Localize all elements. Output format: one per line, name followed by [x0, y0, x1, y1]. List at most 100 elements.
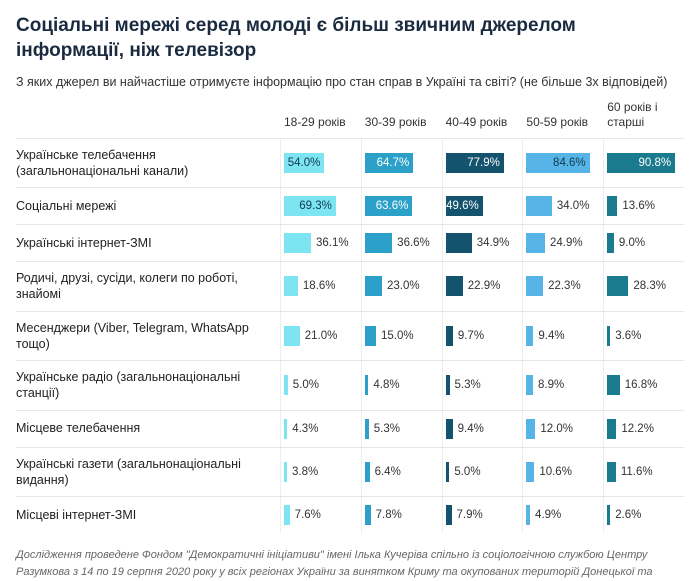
- value-bar: [445, 375, 450, 396]
- value-bar: [284, 418, 288, 439]
- value-label: 12.2%: [621, 422, 654, 435]
- bar-cell: 5.0%: [441, 447, 523, 496]
- value-label: 84.6%: [553, 156, 586, 169]
- table-row: Місцеве телебачення 4.3% 5.3% 9.4% 12.0% 12.2…: [16, 409, 684, 447]
- value-bar: [284, 276, 298, 297]
- value-bar: [284, 233, 311, 253]
- value-bar: [284, 325, 300, 346]
- bar-cell: 5.3%: [360, 410, 442, 447]
- value-bar: [526, 325, 534, 346]
- value-label: 34.0%: [556, 200, 590, 212]
- value-bar: 64.7%: [364, 152, 414, 173]
- value-label: 9.4%: [457, 422, 484, 435]
- bar-cell: 54.0%: [280, 138, 361, 187]
- bar-cell: 4.3%: [280, 410, 361, 447]
- value-label: 34.9%: [476, 237, 510, 249]
- bar-cell: 16.8%: [603, 361, 684, 410]
- bar-cell: 84.6%: [522, 138, 603, 187]
- value-bar: [364, 375, 369, 396]
- value-bar: [364, 461, 370, 482]
- value-bar: [526, 196, 552, 216]
- value-label: 28.3%: [633, 280, 666, 293]
- value-label: 3.8%: [292, 465, 319, 478]
- value-bar: [607, 233, 614, 253]
- value-bar: [364, 325, 377, 346]
- value-bar: [526, 375, 534, 396]
- bar-cell: 49.6%: [441, 188, 523, 224]
- value-bar: [445, 418, 453, 439]
- value-bar: 77.9%: [445, 152, 504, 173]
- bar-cell: 12.2%: [603, 410, 684, 447]
- value-label: 13.6%: [622, 200, 655, 212]
- table-row: Месенджери (Viber, Telegram, WhatsApp то…: [16, 310, 684, 360]
- value-label: 22.3%: [548, 280, 581, 293]
- value-label: 9.4%: [538, 329, 565, 342]
- bar-cell: 8.9%: [522, 361, 603, 410]
- bar-table: 18-29 років 30-39 років 40-49 років 50-59 р…: [16, 98, 684, 533]
- bar-cell: 21.0%: [280, 311, 361, 360]
- value-bar: [364, 276, 382, 297]
- value-label: 2.6%: [615, 509, 642, 521]
- bar-cell: 7.9%: [441, 497, 523, 533]
- value-bar: 84.6%: [526, 152, 590, 173]
- bar-cell: 18.6%: [280, 262, 361, 311]
- column-header: 60 років і старші: [607, 99, 658, 129]
- bar-cell: 7.6%: [280, 497, 361, 533]
- bar-cell: 5.0%: [280, 361, 361, 410]
- value-bar: [284, 375, 288, 396]
- bar-cell: 9.4%: [522, 311, 603, 360]
- value-label: 64.7%: [376, 156, 410, 169]
- value-bar: [607, 418, 617, 439]
- bar-cell: 28.3%: [603, 262, 684, 311]
- table-row: Українські інтернет-ЗМІ 36.1% 36.6% 34.9% 24…: [16, 224, 684, 261]
- row-label: Українське радіо (загальнонаціональні ст…: [16, 370, 241, 401]
- bar-cell: 3.8%: [280, 447, 361, 496]
- column-header: 18-29 років: [284, 114, 346, 129]
- value-label: 11.6%: [620, 465, 653, 478]
- bar-cell: 11.6%: [603, 447, 684, 496]
- value-label: 5.3%: [454, 379, 481, 392]
- value-label: 18.6%: [302, 280, 336, 293]
- chart-title: Соціальні мережі серед молоді є більш зв…: [16, 15, 576, 61]
- bar-cell: 10.6%: [522, 447, 603, 496]
- bar-cell: 3.6%: [603, 311, 684, 360]
- bar-cell: 12.0%: [522, 410, 603, 447]
- value-label: 23.0%: [387, 280, 420, 293]
- value-label: 9.0%: [618, 237, 646, 249]
- value-label: 9.7%: [457, 329, 485, 342]
- bar-cell: 5.3%: [441, 361, 523, 410]
- value-bar: [445, 461, 450, 482]
- bar-cell: 15.0%: [360, 311, 442, 360]
- row-label: Месенджери (Viber, Telegram, WhatsApp то…: [16, 320, 249, 351]
- table-row: Українські газети (загальнонаціональні в…: [16, 446, 684, 496]
- value-label: 5.3%: [373, 422, 400, 435]
- value-label: 21.0%: [304, 329, 338, 342]
- value-bar: [607, 276, 629, 297]
- value-bar: [607, 461, 616, 482]
- row-label: Соціальні мережі: [16, 198, 117, 213]
- value-bar: [445, 325, 453, 346]
- value-label: 7.6%: [294, 509, 321, 521]
- value-label: 16.8%: [624, 379, 658, 392]
- bar-cell: 9.0%: [603, 225, 684, 261]
- bar-cell: 13.6%: [603, 188, 684, 224]
- bar-cell: 24.9%: [522, 225, 603, 261]
- value-label: 54.0%: [287, 156, 321, 169]
- table-row: Українське телебачення (загальнонаціонал…: [16, 137, 684, 187]
- value-label: 5.0%: [454, 465, 481, 478]
- row-label: Українське телебачення (загальнонаціонал…: [16, 147, 189, 178]
- column-header: 50-59 років: [526, 114, 589, 129]
- value-bar: [526, 276, 544, 297]
- table-row: Українське радіо (загальнонаціональні ст…: [16, 360, 684, 410]
- bar-cell: 64.7%: [360, 138, 442, 187]
- value-bar: 54.0%: [284, 152, 325, 173]
- bar-cell: 4.8%: [360, 361, 442, 410]
- bar-cell: 9.4%: [441, 410, 523, 447]
- value-label: 10.6%: [539, 465, 572, 478]
- value-bar: [607, 325, 611, 346]
- row-label: Українські інтернет-ЗМІ: [16, 235, 152, 250]
- footnote: Дослідження проведене Фондом "Демократич…: [16, 549, 653, 578]
- value-label: 69.3%: [299, 200, 332, 212]
- value-bar: [526, 461, 535, 482]
- value-bar: [284, 461, 287, 482]
